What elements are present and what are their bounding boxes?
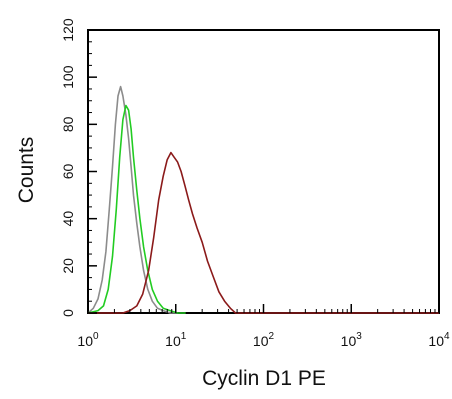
x-tick-exponent: 4 — [444, 331, 450, 342]
y-tick-label: 40 — [60, 211, 76, 227]
x-tick-exponent: 3 — [356, 331, 362, 342]
x-tick-base: 10 — [77, 333, 93, 349]
x-tick-exponent: 1 — [181, 331, 187, 342]
series-1-line — [87, 104, 186, 314]
x-tick-label: 101 — [165, 331, 187, 349]
plot-frame — [87, 29, 440, 314]
x-tick-label: 104 — [428, 331, 450, 349]
x-axis-label: Cyclin D1 PE — [202, 367, 326, 390]
x-tick-label: 103 — [341, 331, 363, 349]
series-layer — [87, 85, 439, 314]
y-tick-label: 20 — [60, 258, 76, 274]
x-tick-base: 10 — [428, 333, 444, 349]
y-tick-label: 80 — [60, 116, 76, 132]
y-tick-label: 100 — [60, 65, 76, 89]
x-tick-label: 100 — [77, 331, 99, 349]
x-tick-base: 10 — [165, 333, 181, 349]
x-axis-ticks: 100 101 102 103 104 — [77, 304, 450, 349]
y-axis-label: Counts — [15, 137, 38, 204]
y-tick-label: 60 — [60, 164, 76, 180]
x-tick-exponent: 0 — [93, 331, 99, 342]
x-tick-base: 10 — [253, 333, 269, 349]
series-2-line — [88, 151, 439, 314]
x-tick-base: 10 — [341, 333, 357, 349]
y-tick-label: 120 — [60, 18, 76, 42]
series-0-line — [87, 85, 178, 314]
y-tick-label: 0 — [60, 309, 76, 317]
y-axis-ticks: 0 20 40 60 80 100 120 — [60, 18, 97, 317]
x-tick-label: 102 — [253, 331, 275, 349]
x-tick-exponent: 2 — [269, 331, 275, 342]
